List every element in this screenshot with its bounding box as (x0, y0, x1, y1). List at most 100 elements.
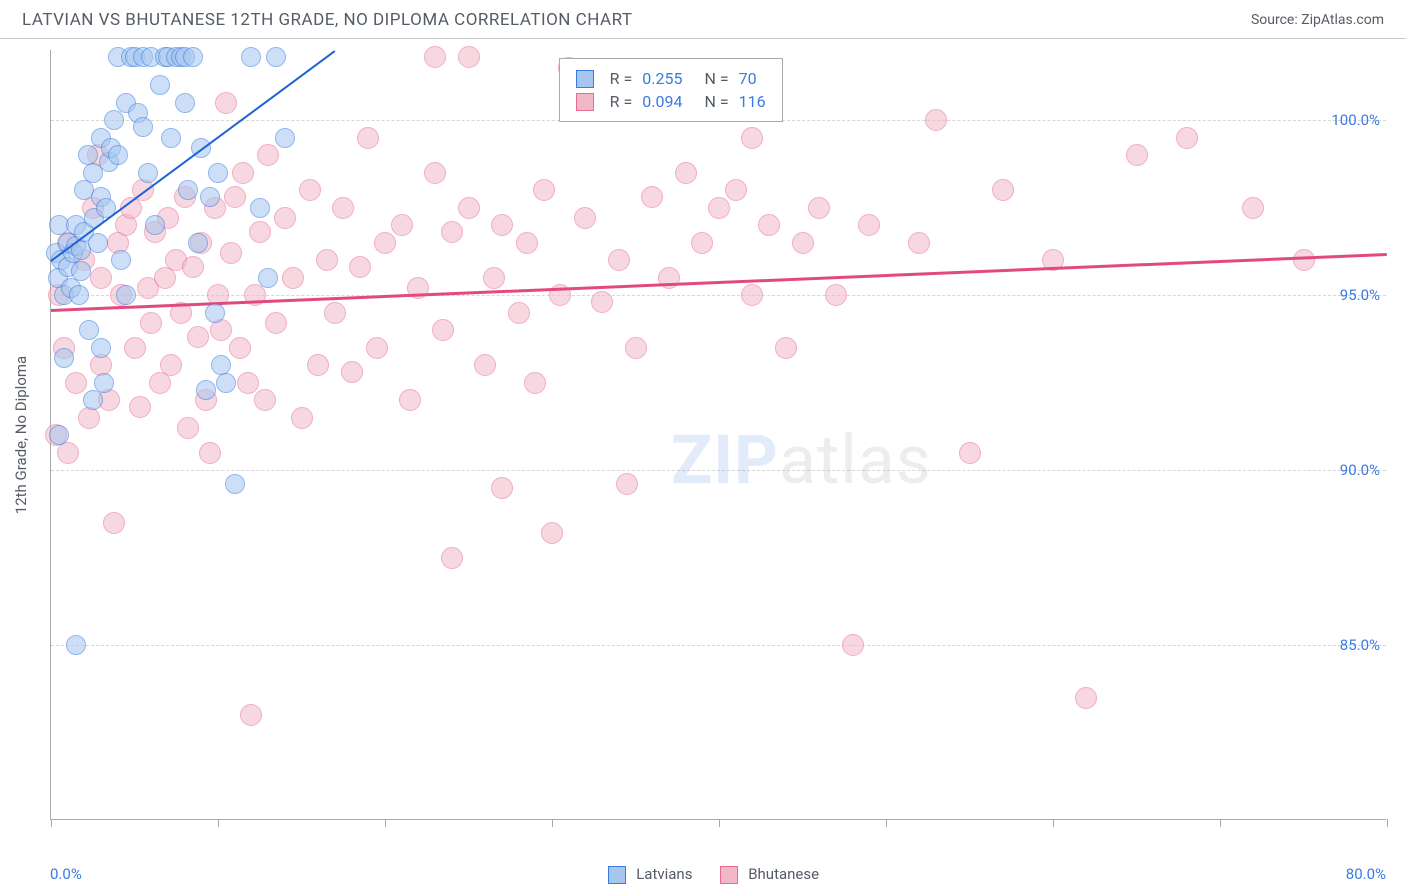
scatter-point (341, 361, 363, 383)
scatter-point (675, 162, 697, 184)
stats-n-label: N = (704, 69, 728, 88)
trend-line (51, 253, 1387, 311)
scatter-point (240, 704, 262, 726)
scatter-point (79, 320, 99, 340)
scatter-point (175, 93, 195, 113)
scatter-point (524, 372, 546, 394)
scatter-point (1176, 127, 1198, 149)
gridline-h (51, 645, 1386, 646)
scatter-point (258, 268, 278, 288)
scatter-point (332, 197, 354, 219)
scatter-point (94, 373, 114, 393)
scatter-point (160, 354, 182, 376)
scatter-point (257, 144, 279, 166)
x-tick (1053, 819, 1054, 827)
scatter-point (291, 407, 313, 429)
scatter-point (842, 634, 864, 656)
scatter-point (150, 75, 170, 95)
scatter-point (391, 214, 413, 236)
scatter-point (1075, 687, 1097, 709)
scatter-point (129, 396, 151, 418)
stats-r-label: R = (610, 69, 633, 88)
scatter-point (241, 47, 261, 67)
chart-area: 12th Grade, No Diploma 85.0%90.0%95.0%10… (50, 50, 1386, 850)
stats-n-label: N = (704, 92, 728, 111)
x-max-label: 80.0% (1346, 865, 1386, 883)
scatter-point (71, 261, 91, 281)
scatter-point (104, 110, 124, 130)
scatter-point (374, 232, 396, 254)
scatter-point (483, 267, 505, 289)
scatter-point (491, 214, 513, 236)
scatter-point (188, 233, 208, 253)
scatter-point (111, 250, 131, 270)
scatter-point (691, 232, 713, 254)
scatter-point (215, 92, 237, 114)
scatter-point (725, 179, 747, 201)
scatter-point (224, 186, 246, 208)
scatter-point (574, 207, 596, 229)
scatter-point (200, 187, 220, 207)
x-tick (719, 819, 720, 827)
scatter-point (232, 162, 254, 184)
scatter-point (708, 197, 730, 219)
scatter-point (66, 635, 86, 655)
x-axis-row: 0.0% Latvians Bhutanese 80.0% (50, 865, 1386, 884)
swatch-latvians (608, 866, 626, 884)
scatter-point (282, 267, 304, 289)
y-tick-label: 95.0% (1340, 286, 1380, 304)
scatter-point (275, 128, 295, 148)
scatter-point (349, 256, 371, 278)
scatter-point (183, 47, 203, 67)
scatter-point (641, 186, 663, 208)
scatter-point (266, 47, 286, 67)
scatter-point (54, 348, 74, 368)
scatter-point (808, 197, 830, 219)
scatter-point (307, 354, 329, 376)
scatter-point (533, 179, 555, 201)
scatter-point (366, 337, 388, 359)
y-tick-label: 100.0% (1331, 111, 1380, 129)
legend-item-bhutanese: Bhutanese (720, 865, 819, 884)
scatter-point (959, 442, 981, 464)
chart-title: LATVIAN VS BHUTANESE 12TH GRADE, NO DIPL… (22, 10, 633, 30)
stats-r-value: 0.255 (642, 69, 682, 88)
scatter-point (178, 180, 198, 200)
scatter-point (792, 232, 814, 254)
scatter-point (208, 163, 228, 183)
legend-label-bhutanese: Bhutanese (748, 865, 819, 883)
scatter-point (608, 249, 630, 271)
scatter-point (775, 337, 797, 359)
x-tick (1220, 819, 1221, 827)
scatter-point (458, 46, 480, 68)
scatter-point (274, 207, 296, 229)
stats-r-value: 0.094 (642, 92, 682, 111)
scatter-point (133, 117, 153, 137)
scatter-point (265, 312, 287, 334)
chart-header: LATVIAN VS BHUTANESE 12TH GRADE, NO DIPL… (0, 0, 1406, 39)
scatter-point (925, 109, 947, 131)
x-min-label: 0.0% (50, 865, 82, 883)
scatter-point (91, 338, 111, 358)
scatter-point (741, 284, 763, 306)
scatter-point (250, 198, 270, 218)
scatter-point (858, 214, 880, 236)
scatter-point (78, 407, 100, 429)
scatter-point (229, 337, 251, 359)
y-tick-label: 85.0% (1340, 636, 1380, 654)
scatter-point (69, 285, 89, 305)
scatter-point (1242, 197, 1264, 219)
source-label: Source: ZipAtlas.com (1251, 12, 1384, 28)
x-tick (218, 819, 219, 827)
stats-swatch (576, 70, 594, 88)
scatter-point (187, 326, 209, 348)
scatter-point (182, 256, 204, 278)
stats-legend-box: R =0.255N =70R =0.094N =116 (559, 58, 783, 122)
scatter-point (199, 442, 221, 464)
scatter-point (424, 162, 446, 184)
scatter-point (249, 221, 271, 243)
stats-r-label: R = (610, 92, 633, 111)
scatter-point (49, 425, 69, 445)
scatter-point (124, 337, 146, 359)
scatter-point (741, 127, 763, 149)
